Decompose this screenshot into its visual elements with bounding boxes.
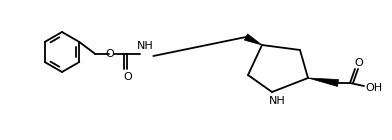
Text: NH: NH [269, 96, 285, 106]
Text: OH: OH [365, 83, 383, 93]
Text: NH: NH [137, 41, 154, 51]
Text: O: O [355, 58, 363, 68]
Text: O: O [105, 49, 114, 59]
Polygon shape [308, 78, 339, 87]
Polygon shape [245, 34, 262, 45]
Text: O: O [123, 72, 132, 82]
